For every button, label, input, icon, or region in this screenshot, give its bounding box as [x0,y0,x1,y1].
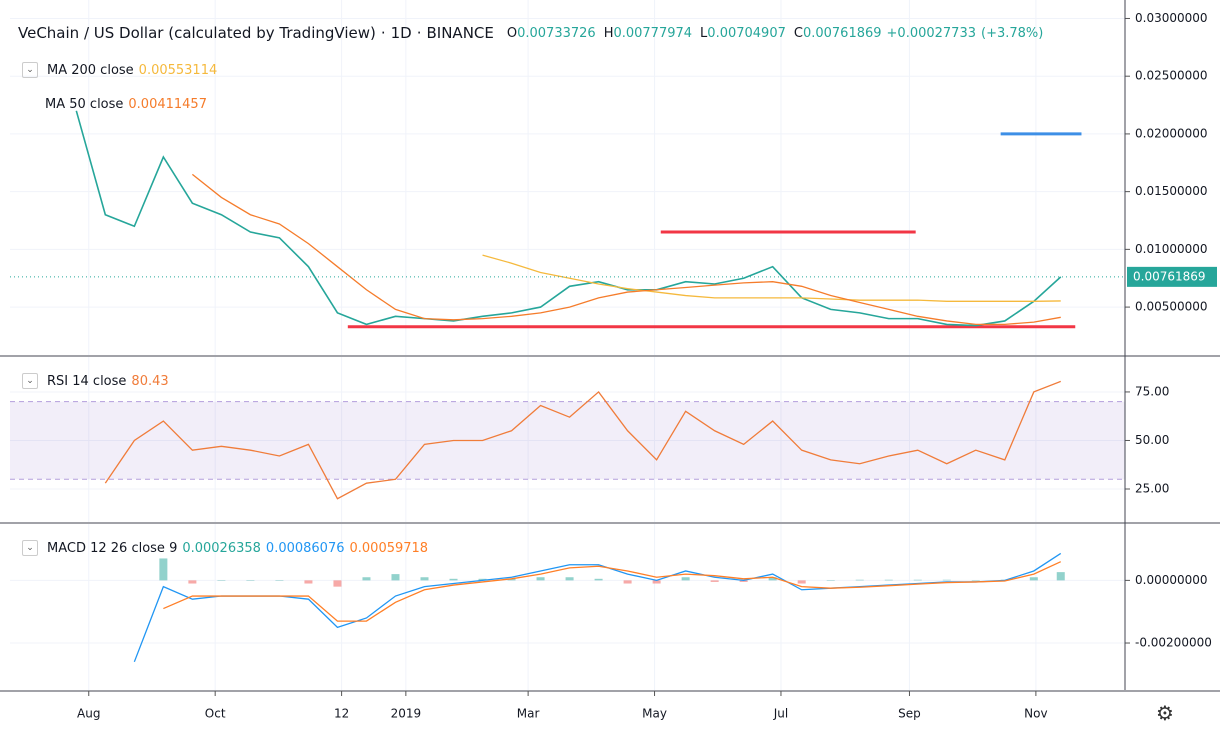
x-tick-label: Mar [517,707,540,721]
legend-ma50[interactable]: MA 50 close 0.00411457 [45,97,207,112]
x-tick-label: Sep [898,707,921,721]
histogram-bar [159,558,168,581]
last-price-box [1127,266,1217,287]
legend-value: 0.00553114 [138,62,218,78]
histogram-bar [507,578,516,581]
histogram-bar [478,578,487,581]
ohlc-label: H [603,25,614,41]
histogram-bar [362,577,371,581]
y-tick-label: 25.00 [1135,482,1169,496]
legend-value: 0.00411457 [128,97,207,112]
legend-value: 80.43 [131,373,169,389]
series-line [133,552,1062,663]
histogram-bar [304,580,313,584]
histogram-bar [652,580,661,584]
histogram-bar [623,580,632,584]
legend-value: 0.00086076 [265,540,345,556]
ohlc-item: C0.00761869 [794,26,882,41]
last-price-label: 0.00761869 [1133,269,1206,283]
x-tick-label: Aug [77,707,100,721]
y-tick-label: 0.01500000 [1135,184,1208,198]
histogram-bar [246,580,255,581]
histogram-bar [333,580,342,587]
header: VeChain / US Dollar (calculated by Tradi… [18,24,1044,42]
y-tick-label: 0.02000000 [1135,126,1208,140]
x-tick-label: May [642,707,667,721]
histogram-bar [565,577,574,581]
histogram-bar [391,574,400,581]
x-tick-label: Nov [1024,707,1047,721]
histogram-bar [188,580,197,584]
series-line [482,254,1061,302]
histogram-bar [739,580,748,582]
histogram-bar [942,579,951,581]
symbol-title: VeChain / US Dollar (calculated by Tradi… [18,24,376,42]
ohlc-value: 0.00733726 [517,25,596,41]
ohlc-item: O0.00733726 [507,26,596,41]
legend-ma200[interactable]: ⌄ MA 200 close 0.00553114 [22,62,217,78]
histogram-bar [710,580,719,582]
y-tick-label: 0.00500000 [1135,300,1208,314]
histogram-bar [797,580,806,584]
ohlc-value: 0.00777974 [613,25,693,41]
legend-name: MA 50 close [45,97,124,112]
histogram-bar [420,577,429,581]
x-tick-label: Oct [205,707,226,721]
histogram-bar [855,579,864,581]
x-tick-label: 2019 [391,707,422,721]
histogram-bar [1056,572,1065,581]
legend-value: 0.00059718 [349,540,429,556]
y-tick-label: 0.02500000 [1135,69,1208,83]
histogram-bar [217,580,226,581]
histogram-bar [594,578,603,581]
y-tick-label: 0.01000000 [1135,242,1208,256]
legend-name: MA 200 close [47,62,134,78]
series-line [191,173,1061,326]
ohlc-value: 0.00704907 [707,25,786,41]
histogram-bar [971,580,980,581]
y-tick-label: 0.00000000 [1135,573,1208,587]
legend-name: RSI 14 close [47,373,127,389]
series-line [163,561,1062,622]
x-tick-label: Jul [773,707,788,721]
exchange: BINANCE [426,24,494,42]
y-tick-label: 0.03000000 [1135,11,1208,25]
interval: 1D [390,24,412,42]
legend-value: 0.00026358 [182,540,261,556]
histogram-bar [449,578,458,581]
y-tick-label: -0.00200000 [1135,636,1212,650]
series-line [75,110,1062,327]
ohlc-value: 0.00761869 [802,25,882,41]
histogram-bar [536,577,545,581]
ohlc-label: L [700,25,708,41]
y-tick-label: 75.00 [1135,384,1169,398]
change: +0.00027733 [886,25,976,41]
histogram-bar [826,580,835,581]
ohlc-label: O [506,25,518,41]
series-line [104,380,1061,500]
x-tick-label: 12 [334,707,349,721]
change-percent: (+3.78%) [981,25,1044,41]
legend-rsi[interactable]: ⌄ RSI 14 close 80.43 [22,373,169,389]
histogram-bar [275,580,284,581]
histogram-bar [1029,577,1038,581]
histogram-bar [768,577,777,581]
histogram-bar [884,579,893,581]
ohlc-item: H0.00777974 [604,26,692,41]
ohlc-label: C [793,25,803,41]
ohlc: O0.00733726 H0.00777974 L0.00704907 C0.0076… [507,26,882,41]
histogram-bar [913,579,922,581]
ohlc-item: L0.00704907 [700,26,786,41]
rsi-band [10,401,1125,480]
legend-macd[interactable]: ⌄ MACD 12 26 close 9 0.00026358 0.00086076 0… [22,540,428,556]
legend-name: MACD 12 26 close 9 [47,540,178,556]
settings-gear[interactable]: ⚙ [1156,701,1174,725]
y-tick-label: 50.00 [1135,433,1169,447]
histogram-bar [681,577,690,581]
